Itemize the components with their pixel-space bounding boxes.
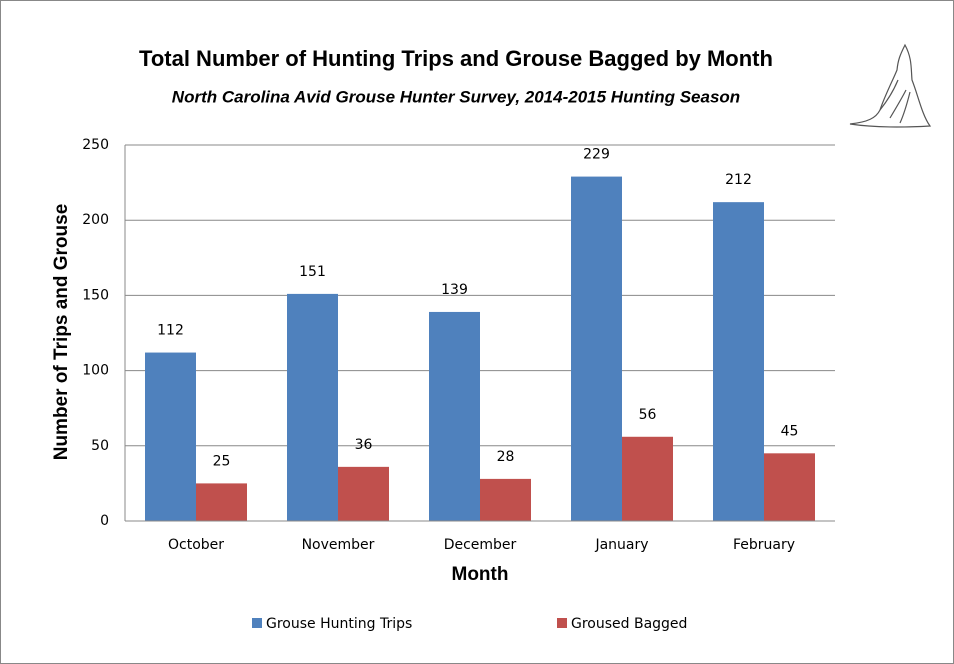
- data-label: 56: [639, 407, 657, 423]
- legend-swatch: [252, 618, 262, 628]
- data-label: 45: [781, 423, 799, 439]
- data-label: 229: [583, 147, 610, 163]
- legend-swatch: [557, 618, 567, 628]
- y-tick-label: 0: [100, 513, 109, 529]
- data-label: 151: [299, 264, 326, 280]
- x-tick-label: December: [444, 537, 517, 553]
- grouse-illustration: [849, 43, 932, 128]
- x-axis-title: Month: [452, 564, 509, 585]
- data-label: 25: [213, 453, 231, 469]
- bar: [571, 176, 622, 522]
- data-label: 212: [725, 172, 752, 188]
- data-label: 112: [157, 323, 184, 339]
- x-tick-label: February: [733, 537, 795, 553]
- bar: [480, 478, 531, 521]
- x-tick-label: November: [302, 537, 375, 553]
- bar: [622, 436, 673, 521]
- y-tick-label: 200: [82, 212, 109, 228]
- data-label: 36: [355, 437, 373, 453]
- bar: [196, 483, 247, 521]
- data-label: 139: [441, 282, 468, 298]
- chart-subtitle: North Carolina Avid Grouse Hunter Survey…: [172, 87, 740, 106]
- y-axis-title: Number of Trips and Grouse: [51, 204, 72, 461]
- bar: [713, 202, 764, 522]
- bar: [338, 466, 389, 521]
- bar: [287, 293, 338, 521]
- y-tick-label: 100: [82, 363, 109, 379]
- bar: [145, 352, 196, 521]
- legend-label: Groused Bagged: [571, 616, 687, 632]
- y-tick-label: 50: [91, 438, 109, 454]
- bar: [429, 311, 480, 521]
- y-tick-label: 150: [82, 287, 109, 303]
- data-label: 28: [497, 449, 515, 465]
- y-tick-label: 250: [82, 137, 109, 153]
- x-tick-label: October: [168, 537, 224, 553]
- x-tick-label: January: [594, 537, 648, 553]
- bar: [764, 453, 815, 521]
- legend-label: Grouse Hunting Trips: [266, 616, 412, 632]
- chart-title: Total Number of Hunting Trips and Grouse…: [139, 46, 773, 71]
